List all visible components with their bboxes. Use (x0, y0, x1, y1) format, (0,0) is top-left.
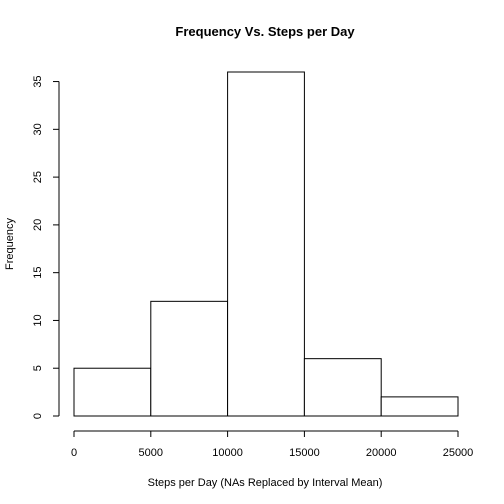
histogram-bar-3 (303, 358, 382, 417)
histogram-bar-2 (227, 71, 305, 417)
chart-title: Frequency Vs. Steps per Day (175, 24, 355, 39)
y-tick-label-5: 25 (32, 171, 44, 183)
x-tick-label-4: 20000 (366, 447, 397, 459)
x-tick-label-2: 10000 (212, 447, 243, 459)
y-tick-label-6: 30 (32, 123, 44, 135)
y-tick-label-0: 0 (32, 413, 44, 419)
histogram-bar-1 (150, 300, 229, 417)
histogram-bar-4 (380, 396, 459, 417)
y-axis-label: Frequency (4, 218, 16, 270)
x-axis: 0 5000 10000 15000 20000 25000 (71, 430, 474, 459)
y-axis: 0 5 10 15 20 25 30 35 (32, 75, 60, 419)
y-tick-label-7: 35 (32, 75, 44, 87)
histogram-bar-0 (73, 367, 152, 417)
x-tick-label-1: 5000 (139, 447, 163, 459)
x-tick-label-3: 15000 (289, 447, 320, 459)
bars-group (73, 71, 459, 417)
y-tick-label-3: 15 (32, 267, 44, 279)
x-tick-label-5: 25000 (443, 447, 474, 459)
y-tick-label-1: 5 (32, 365, 44, 371)
x-axis-label: Steps per Day (NAs Replaced by Interval … (148, 477, 383, 489)
y-tick-label-4: 20 (32, 219, 44, 231)
y-tick-label-2: 10 (32, 314, 44, 326)
x-tick-label-0: 0 (71, 447, 77, 459)
